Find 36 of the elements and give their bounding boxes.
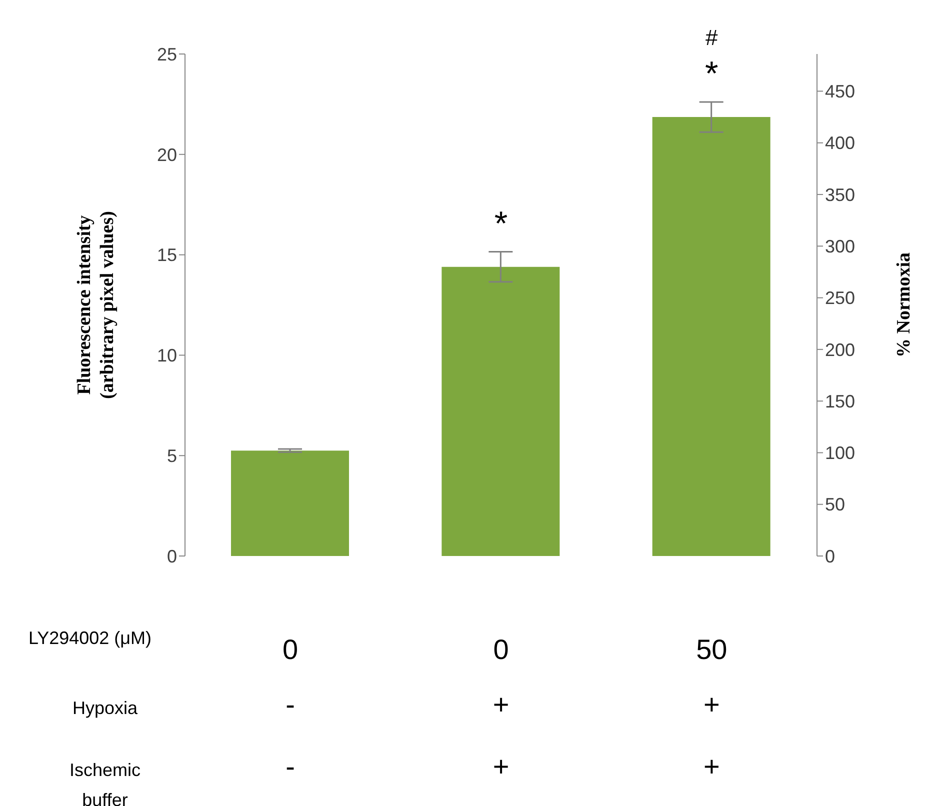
y-tick-label: 15 bbox=[156, 245, 177, 266]
y2-tick-label: 100 bbox=[825, 443, 856, 464]
x-tick-label: 0 bbox=[493, 634, 509, 665]
y-tick-label: 25 bbox=[156, 44, 177, 64]
text: + bbox=[492, 688, 510, 722]
y2-tick-label: 200 bbox=[825, 340, 856, 360]
x-tick-label: 0 bbox=[282, 634, 298, 665]
y2-tick-label: 150 bbox=[825, 391, 856, 412]
x-axis-title: LY294002 (μM) bbox=[27, 628, 153, 649]
text: + bbox=[492, 750, 510, 784]
y-axis-title: Fluorescence intensity (arbitrary pixel values) bbox=[74, 211, 118, 399]
text: # bbox=[704, 24, 719, 52]
bar bbox=[231, 450, 349, 556]
y2-tick-label: 0 bbox=[825, 546, 836, 566]
y2-tick-label: 350 bbox=[825, 184, 856, 205]
text: - bbox=[284, 688, 296, 722]
y2-tick-label: 250 bbox=[825, 288, 856, 308]
bar bbox=[652, 117, 770, 556]
text: Ischemic buffer bbox=[68, 759, 142, 806]
y2-tick-label: 300 bbox=[825, 236, 856, 257]
text: Hypoxia bbox=[71, 697, 139, 720]
annotation: * bbox=[493, 204, 509, 243]
y-tick-label: 0 bbox=[166, 546, 177, 566]
annotation: * bbox=[704, 54, 720, 93]
text: + bbox=[702, 750, 721, 784]
y2-tick-label: 50 bbox=[825, 494, 846, 515]
bar bbox=[442, 266, 560, 556]
y-tick-label: 20 bbox=[156, 144, 177, 165]
y-tick-label: 5 bbox=[166, 446, 177, 466]
y2-axis-title: % Normoxia bbox=[893, 252, 914, 358]
text: + bbox=[702, 688, 721, 722]
x-tick-label: 50 bbox=[696, 634, 728, 665]
y2-tick-label: 450 bbox=[825, 82, 856, 102]
text: - bbox=[284, 750, 296, 784]
y-tick-label: 10 bbox=[156, 346, 177, 366]
y2-tick-label: 400 bbox=[825, 133, 856, 154]
